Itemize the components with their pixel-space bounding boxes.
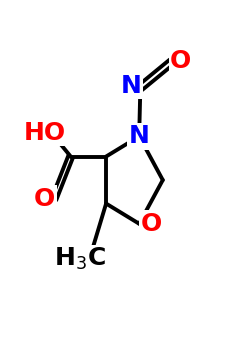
Text: N: N bbox=[129, 124, 150, 148]
Text: O: O bbox=[140, 212, 162, 236]
Text: N: N bbox=[120, 74, 141, 98]
Text: O: O bbox=[170, 49, 191, 73]
Text: HO: HO bbox=[24, 121, 66, 145]
Text: H$_3$C: H$_3$C bbox=[54, 246, 106, 272]
Text: O: O bbox=[34, 187, 55, 211]
